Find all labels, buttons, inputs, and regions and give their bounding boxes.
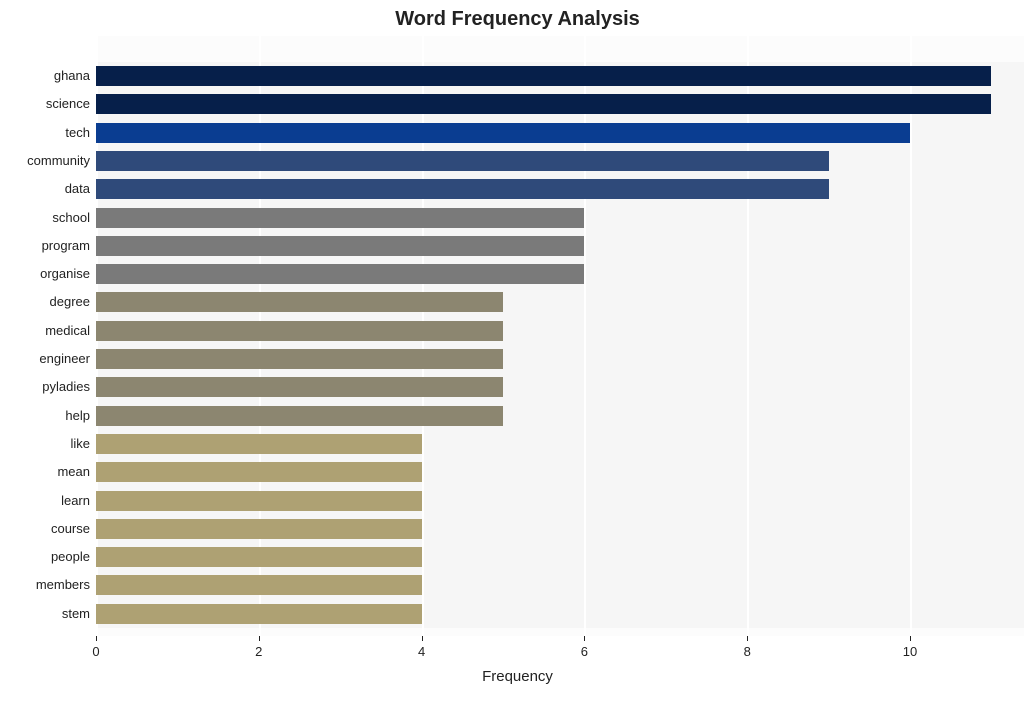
gridline [910,36,912,636]
bar [96,377,503,397]
y-tick-label: data [65,181,90,196]
y-tick-label: pyladies [42,379,90,394]
bar [96,66,991,86]
x-tick-label: 6 [581,644,588,659]
y-tick-label: course [51,521,90,536]
chart-title: Word Frequency Analysis [0,8,1035,31]
y-tick-label: engineer [39,351,90,366]
y-tick-label: organise [40,266,90,281]
chart-container: Word Frequency Analysis Frequency ghana s… [0,0,1035,701]
y-tick-label: school [52,210,90,225]
y-tick-label: degree [50,294,90,309]
x-tick-label: 8 [744,644,751,659]
bar [96,349,503,369]
bar [96,604,422,624]
bar [96,94,991,114]
y-tick-label: medical [45,323,90,338]
y-tick-label: program [42,238,90,253]
bar [96,208,584,228]
y-tick-label: like [70,436,90,451]
bar [96,575,422,595]
x-axis-title: Frequency [0,668,1035,685]
x-tick [584,636,585,641]
y-tick-label: science [46,96,90,111]
bar [96,264,584,284]
bar [96,434,422,454]
y-tick-label: members [36,577,90,592]
bar [96,406,503,426]
x-tick-label: 10 [903,644,917,659]
y-tick-label: ghana [54,68,90,83]
y-tick-label: mean [57,464,90,479]
plot-area [96,36,1024,636]
x-tick-label: 4 [418,644,425,659]
x-tick-label: 2 [255,644,262,659]
x-tick [422,636,423,641]
y-tick-label: people [51,549,90,564]
x-tick [96,636,97,641]
bar [96,321,503,341]
bar [96,292,503,312]
bar [96,179,829,199]
x-tick [747,636,748,641]
bar [96,123,910,143]
bar [96,462,422,482]
bar [96,236,584,256]
x-tick-label: 0 [92,644,99,659]
y-tick-label: community [27,153,90,168]
y-tick-label: tech [65,125,90,140]
x-tick [259,636,260,641]
bar [96,151,829,171]
y-tick-label: stem [62,606,90,621]
y-tick-label: help [65,408,90,423]
x-tick [910,636,911,641]
y-tick-label: learn [61,493,90,508]
bar [96,547,422,567]
bar [96,491,422,511]
bar [96,519,422,539]
